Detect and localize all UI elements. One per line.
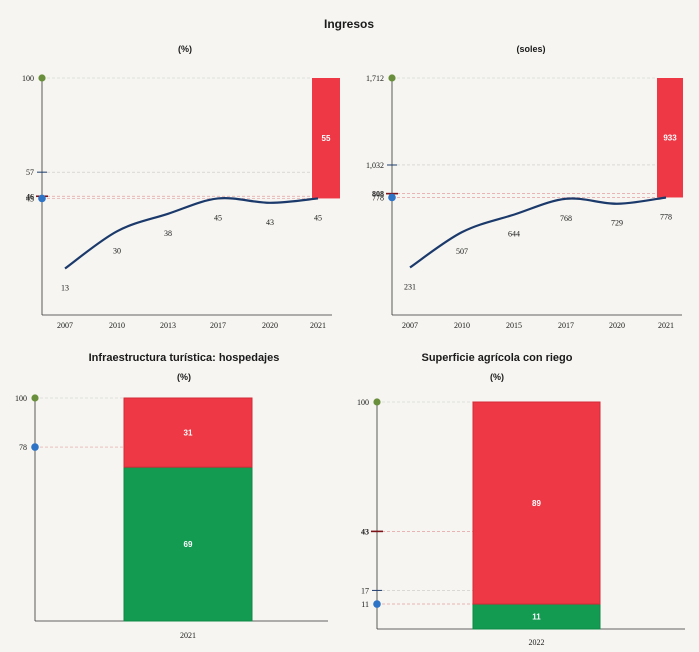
- x-tick-label: 2017: [210, 321, 226, 330]
- bar-segment-label: 11: [532, 613, 541, 622]
- x-tick-label: 2020: [262, 321, 278, 330]
- top-title: Ingresos: [324, 17, 374, 31]
- axis-dot-green: [38, 74, 46, 82]
- x-tick-label: 2020: [609, 321, 625, 330]
- axis-mark-label: 11: [361, 600, 369, 609]
- bar-segment-red: [472, 401, 601, 605]
- bar-segment-label: 89: [532, 499, 541, 508]
- chart-title: Superficie agrícola con riego: [422, 352, 573, 364]
- x-tick-label: 2013: [160, 321, 176, 330]
- data-label: 13: [61, 284, 69, 293]
- x-tick-label: 2021: [310, 321, 326, 330]
- axis-mark-label: 17: [361, 586, 369, 595]
- chart-subtitle: (%): [490, 372, 504, 382]
- axis-mark-label: 45: [26, 194, 34, 203]
- gap-bar-label: 55: [322, 134, 331, 143]
- x-tick-label: 2010: [109, 321, 125, 330]
- axis-mark-label: 46: [26, 192, 34, 201]
- data-label: 729: [611, 219, 623, 228]
- series-line: [64, 197, 319, 270]
- x-tick-label: 2021: [658, 321, 674, 330]
- bar-segment-red: [123, 397, 253, 468]
- axis-mark-label: 100: [22, 74, 34, 83]
- chart-title: Infraestructura turística: hospedajes: [89, 352, 280, 364]
- chart-superficie-riego: Superficie agrícola con riego (%) 100 43 17 1…: [357, 352, 685, 647]
- x-tick-label: 2015: [506, 321, 522, 330]
- data-label: 38: [164, 229, 172, 238]
- axis-mark-label: 1,712: [366, 74, 384, 83]
- bar-segment-green: [472, 603, 601, 630]
- axis-dot-green: [388, 74, 396, 82]
- chart-subtitle: (%): [177, 372, 191, 382]
- bar-segment-green: [123, 466, 253, 622]
- axis-dot-green: [373, 398, 381, 406]
- gap-bar-label: 933: [663, 134, 677, 143]
- x-category-label: 2021: [180, 631, 196, 640]
- bar-segment-label: 69: [184, 540, 193, 549]
- gap-bar: [657, 78, 683, 198]
- axis-mark-label: 808: [372, 190, 384, 199]
- axis-mark-label: 43: [361, 527, 369, 536]
- chart-ingresos-percent: (%)5510057464513200730201038201345201743…: [22, 44, 340, 330]
- x-tick-label: 2007: [57, 321, 73, 330]
- axis-dot-blue: [38, 194, 46, 203]
- axis-mark-label: 100: [357, 398, 369, 407]
- x-tick-label: 2017: [558, 321, 574, 330]
- axis-dot-blue: [373, 600, 381, 608]
- axis-mark-label: 1,032: [366, 161, 384, 170]
- x-category-label: 2022: [529, 638, 545, 647]
- data-label: 768: [560, 214, 572, 223]
- x-tick-label: 2010: [454, 321, 470, 330]
- chart-subtitle: (soles): [516, 44, 545, 54]
- axis-dot-blue: [31, 443, 39, 451]
- axis-mark-label: 778: [372, 193, 384, 202]
- x-tick-label: 2007: [402, 321, 418, 330]
- data-label: 644: [508, 230, 520, 239]
- data-label: 43: [266, 218, 274, 227]
- chart-subtitle: (%): [178, 44, 192, 54]
- data-label: 45: [314, 213, 322, 222]
- axis-mark-label: 78: [19, 443, 27, 452]
- axis-mark-label: 100: [15, 394, 27, 403]
- data-label: 30: [113, 246, 121, 255]
- axis-dot-green: [31, 394, 39, 402]
- axis-mark-label: 57: [26, 168, 34, 177]
- chart-ingresos-soles: (soles)9331,7121,03280877823120075072010…: [366, 44, 683, 330]
- series-line: [409, 196, 667, 269]
- data-label: 45: [214, 213, 222, 222]
- gap-bar: [312, 78, 340, 199]
- axis-dot-blue: [388, 193, 396, 202]
- bar-segment-label: 31: [184, 429, 193, 438]
- data-label: 778: [660, 212, 672, 221]
- data-label: 507: [456, 247, 468, 256]
- chart-hospedajes: Infraestructura turística: hospedajes (%)…: [15, 352, 328, 640]
- data-label: 231: [404, 282, 416, 291]
